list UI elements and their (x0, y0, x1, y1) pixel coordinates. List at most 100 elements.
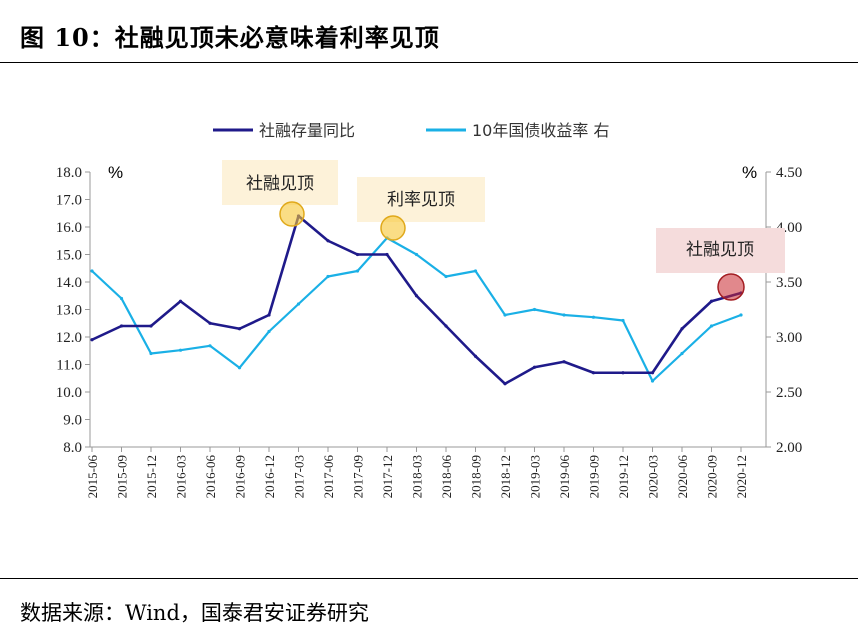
x-tick-label: 2018-06 (439, 455, 454, 499)
point-social-financing (591, 371, 596, 375)
left-tick-label: 16.0 (56, 220, 82, 236)
series-line-social-financing (91, 214, 742, 386)
point-social-financing (444, 324, 448, 328)
point-social-financing (178, 299, 183, 303)
point-10y-yield (709, 324, 714, 328)
x-tick-label: 2019-12 (616, 455, 631, 498)
point-10y-yield (267, 329, 271, 334)
left-axis-unit: % (108, 163, 123, 182)
right-tick-label: 4.50 (776, 165, 802, 181)
point-10y-yield (473, 269, 478, 273)
left-tick-label: 12.0 (56, 330, 82, 346)
marker-rate-peak (380, 215, 406, 241)
left-tick-label: 8.0 (63, 440, 82, 456)
x-tick-label: 2016-03 (174, 455, 189, 498)
left-tick-label: 18.0 (56, 165, 82, 181)
x-tick-label: 2015-06 (85, 455, 100, 499)
annotation-box-social-financing-peak-1 (222, 160, 338, 205)
marker-social-financing-peak-2 (717, 273, 745, 301)
x-tick-label: 2018-03 (410, 455, 425, 498)
point-10y-yield (503, 313, 507, 317)
point-social-financing (149, 324, 153, 328)
source-note: 数据来源：Wind，国泰君安证券研究 (20, 601, 369, 625)
x-tick-label: 2017-06 (321, 455, 336, 499)
point-social-financing (680, 327, 684, 331)
point-social-financing (709, 299, 714, 303)
left-tick-label: 9.0 (63, 413, 82, 429)
left-tick-label: 10.0 (56, 385, 82, 401)
x-tick-label: 2020-06 (675, 455, 690, 499)
right-axis-ticks: 2.002.503.003.504.004.50 (766, 165, 802, 456)
annotation-box-rate-peak (357, 177, 485, 222)
x-tick-label: 2018-09 (469, 455, 484, 498)
legend-label-series1: 社融存量同比 (259, 121, 355, 140)
point-10y-yield (739, 313, 743, 317)
source-rule (0, 578, 858, 579)
point-10y-yield (149, 351, 153, 356)
point-social-financing (503, 382, 507, 386)
right-axis-unit: % (742, 163, 757, 182)
title-rule (0, 62, 858, 63)
data-points (90, 214, 743, 386)
point-10y-yield (90, 269, 94, 273)
point-10y-yield (326, 274, 330, 279)
legend-label-series2: 10年国债收益率 右 (472, 121, 609, 140)
x-tick-label: 2017-09 (351, 455, 366, 498)
x-tick-label: 2016-09 (233, 455, 248, 498)
point-social-financing (90, 338, 94, 342)
x-tick-label: 2017-12 (380, 455, 395, 498)
x-tick-label: 2015-09 (115, 455, 130, 498)
marker-social-financing-peak-1 (279, 201, 305, 227)
x-tick-label: 2019-03 (528, 455, 543, 498)
x-tick-label: 2016-12 (262, 455, 277, 498)
series-line-10y-yield (91, 236, 742, 383)
point-social-financing (385, 252, 389, 257)
left-tick-label: 15.0 (56, 248, 82, 264)
annotation-box-social-financing-peak-2 (656, 228, 785, 273)
point-10y-yield (562, 313, 566, 317)
right-tick-label: 3.50 (776, 275, 802, 291)
point-social-financing (414, 294, 419, 298)
figure-title: 图 10：社融见顶未必意味着利率见顶 (20, 23, 440, 52)
point-social-financing (650, 371, 655, 375)
x-tick-label: 2020-03 (646, 455, 661, 498)
point-social-financing (326, 239, 330, 243)
annotation-label-rate-peak: 利率见顶 (387, 190, 455, 210)
x-tick-label: 2020-12 (734, 455, 749, 498)
right-tick-label: 2.00 (776, 440, 802, 456)
point-10y-yield (591, 315, 596, 319)
right-tick-label: 3.00 (776, 330, 802, 346)
x-tick-label: 2017-03 (292, 455, 307, 498)
left-tick-label: 14.0 (56, 275, 82, 291)
annotation-label-social-financing-peak-2: 社融见顶 (686, 240, 754, 260)
point-10y-yield (208, 344, 212, 348)
point-social-financing (237, 327, 242, 331)
point-10y-yield (178, 348, 183, 352)
x-ticks: 2015-06 2015-09 2015-12 2016-03 2016-06 2016-… (85, 447, 749, 498)
x-tick-label: 2018-12 (498, 455, 513, 498)
point-10y-yield (237, 366, 242, 370)
point-social-financing (355, 252, 360, 257)
point-social-financing (267, 313, 271, 317)
point-10y-yield (355, 269, 360, 273)
x-tick-label: 2015-12 (144, 455, 159, 498)
x-tick-label: 2019-06 (557, 455, 572, 499)
point-10y-yield (650, 379, 655, 383)
point-10y-yield (296, 302, 301, 306)
left-tick-label: 11.0 (56, 358, 82, 374)
point-social-financing (562, 360, 566, 364)
point-10y-yield (444, 274, 448, 279)
point-social-financing (621, 371, 625, 375)
annotation-label-social-financing-peak-1: 社融见顶 (246, 174, 314, 194)
point-10y-yield (414, 252, 419, 257)
point-10y-yield (621, 318, 625, 323)
left-tick-label: 13.0 (56, 303, 82, 319)
right-tick-label: 2.50 (776, 385, 802, 401)
point-10y-yield (532, 307, 537, 312)
point-10y-yield (680, 351, 684, 356)
left-axis-ticks: 8.0 9.0 10.0 11.0 12.0 13.0 14.0 15.0 16.0 17.0 18… (56, 165, 90, 456)
point-social-financing (119, 324, 124, 328)
x-tick-label: 2019-09 (587, 455, 602, 498)
x-tick-label: 2016-06 (203, 455, 218, 499)
